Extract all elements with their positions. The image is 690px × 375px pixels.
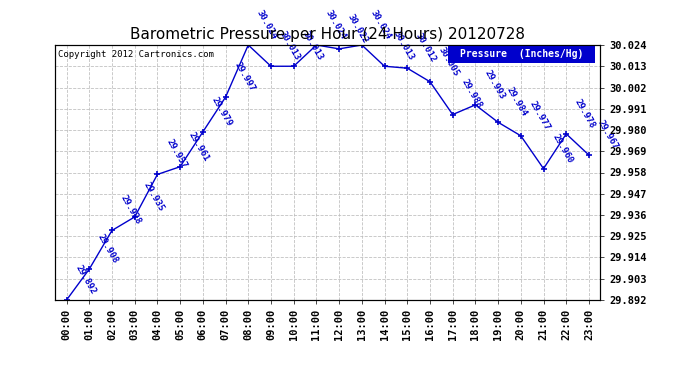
Text: 29.984: 29.984: [505, 86, 529, 118]
Text: 30.024: 30.024: [368, 8, 393, 41]
Text: 30.024: 30.024: [324, 8, 347, 41]
Text: 30.024: 30.024: [255, 8, 279, 41]
Text: 29.957: 29.957: [164, 138, 188, 170]
Text: 29.993: 29.993: [482, 68, 506, 101]
Text: 30.012: 30.012: [414, 32, 438, 64]
Text: 29.960: 29.960: [551, 132, 574, 165]
Text: 29.928: 29.928: [119, 194, 143, 226]
Text: 30.013: 30.013: [278, 30, 302, 62]
Text: 29.967: 29.967: [596, 118, 620, 151]
Text: 30.022: 30.022: [346, 12, 370, 45]
Text: 29.979: 29.979: [210, 95, 234, 128]
Text: 30.013: 30.013: [391, 30, 415, 62]
Text: 30.013: 30.013: [301, 30, 324, 62]
Title: Barometric Pressure per Hour (24 Hours) 20120728: Barometric Pressure per Hour (24 Hours) …: [130, 27, 525, 42]
Text: 29.977: 29.977: [528, 99, 552, 132]
Text: 29.908: 29.908: [96, 232, 120, 265]
Text: 29.892: 29.892: [74, 263, 97, 296]
Text: Copyright 2012 Cartronics.com: Copyright 2012 Cartronics.com: [58, 50, 214, 59]
Text: 29.988: 29.988: [460, 78, 484, 110]
Text: 29.997: 29.997: [233, 61, 257, 93]
Text: 29.978: 29.978: [573, 97, 597, 130]
Text: 29.935: 29.935: [141, 180, 166, 213]
Text: 29.961: 29.961: [187, 130, 211, 162]
Text: 30.005: 30.005: [437, 45, 461, 78]
